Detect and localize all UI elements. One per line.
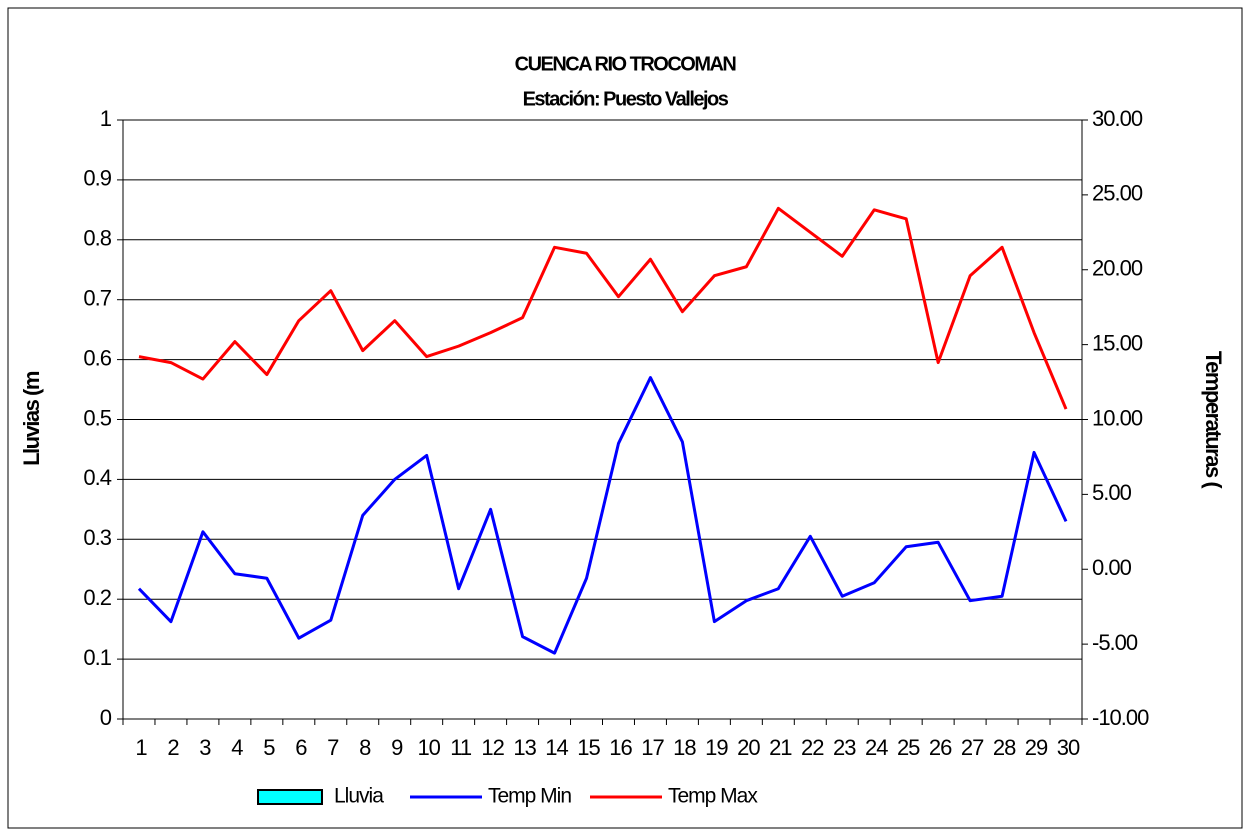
x-tick-label: 8 [359, 735, 371, 760]
x-tick-label: 21 [769, 735, 792, 760]
legend-label: Temp Min [488, 785, 571, 808]
x-tick-label: 16 [609, 735, 632, 760]
y-tick-label: 0.6 [83, 345, 111, 370]
y-tick-label: 0.4 [83, 465, 111, 490]
y2-tick-label: 25.00 [1092, 181, 1143, 206]
legend-swatch [257, 789, 323, 805]
x-tick-label: 10 [417, 735, 440, 760]
x-tick-label: 5 [263, 735, 275, 760]
legend-label: Lluvia [334, 785, 384, 808]
x-tick-label: 7 [327, 735, 339, 760]
x-tick-label: 22 [801, 735, 824, 760]
x-tick-label: 1 [135, 735, 147, 760]
x-tick-label: 29 [1025, 735, 1048, 760]
x-tick-label: 18 [673, 735, 696, 760]
y2-tick-label: 20.00 [1092, 256, 1143, 281]
y2-axis-title: Temperaturas ( [1201, 351, 1226, 489]
legend-label: Temp Max [668, 785, 758, 808]
chart-title: CUENCA RIO TROCOMAN [515, 53, 737, 75]
y-tick-label: 0.7 [83, 286, 111, 311]
x-tick-label: 6 [295, 735, 307, 760]
x-tick-label: 11 [450, 735, 472, 760]
line [137, 376, 1068, 655]
x-tick-label: 26 [929, 735, 952, 760]
y-tick-label: 0 [100, 705, 112, 730]
y2-tick-label: -10.00 [1092, 705, 1149, 730]
y2-tick-label: 15.00 [1092, 330, 1143, 355]
x-tick-label: 20 [737, 735, 760, 760]
x-tick-label: 2 [167, 735, 179, 760]
x-tick-label: 9 [391, 735, 403, 760]
x-tick-label: 23 [833, 735, 856, 760]
y-tick-label: 1 [100, 106, 112, 131]
y-tick-label: 0.5 [83, 405, 111, 430]
x-tick-label: 28 [993, 735, 1016, 760]
y-tick-label: 0.9 [83, 166, 111, 191]
x-tick-label: 25 [897, 735, 920, 760]
x-tick-label: 17 [641, 735, 664, 760]
x-tick-label: 13 [513, 735, 536, 760]
y-tick-label: 0.8 [83, 226, 111, 251]
y2-tick-label: 30.00 [1092, 106, 1143, 131]
x-tick-label: 12 [481, 735, 504, 760]
y-tick-label: 0.2 [83, 585, 111, 610]
y-tick-label: 0.3 [83, 525, 111, 550]
line [138, 206, 1068, 410]
x-tick-label: 19 [705, 735, 728, 760]
y-axis-title: Lluvias (m [19, 371, 44, 466]
x-tick-label: 30 [1057, 735, 1080, 760]
x-tick-label: 14 [545, 735, 568, 760]
x-tick-label: 4 [231, 735, 243, 760]
x-tick-label: 27 [961, 735, 984, 760]
y2-tick-label: -5.00 [1092, 630, 1138, 655]
y-tick-label: 0.1 [83, 645, 111, 670]
y2-tick-label: 5.00 [1092, 480, 1132, 505]
chart-border [7, 7, 1243, 829]
chart-subtitle: Estación: Puesto Vallejos [523, 88, 729, 110]
x-tick-label: 15 [577, 735, 600, 760]
y2-tick-label: 0.00 [1092, 555, 1132, 580]
y2-tick-label: 10.00 [1092, 405, 1143, 430]
x-tick-label: 3 [199, 735, 211, 760]
x-tick-label: 24 [865, 735, 888, 760]
